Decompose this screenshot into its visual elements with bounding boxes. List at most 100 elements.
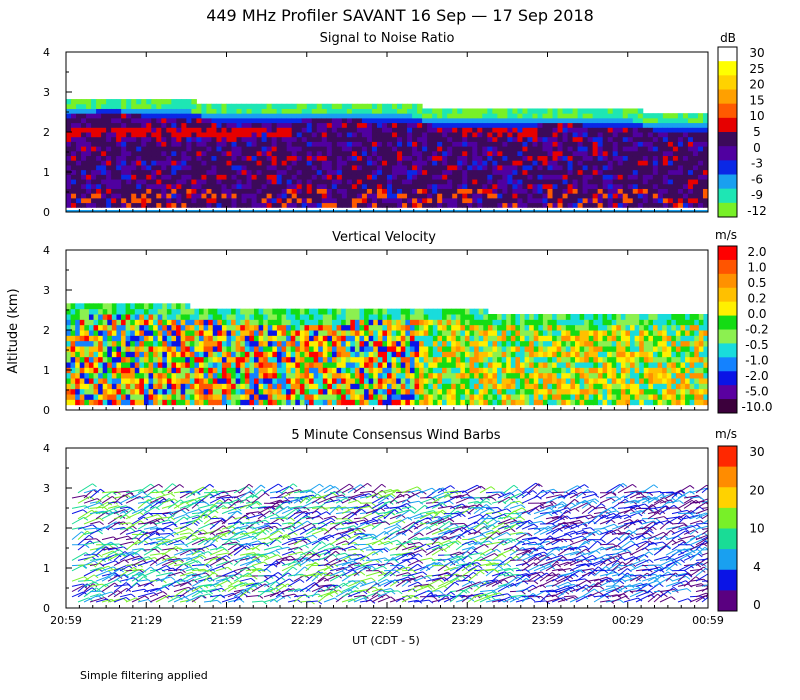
colorbar-swatch [718,132,737,147]
colorbar-label: -1.0 [745,354,768,368]
colorbar-swatch [718,315,737,330]
colorbar-label: -0.2 [745,323,768,337]
colorbar-label: 0.5 [747,276,766,290]
colorbar-label: 10 [749,109,764,123]
y-tick-label: 3 [43,86,50,99]
y-axis-label: Altitude (km) [6,288,21,373]
x-tick-label: 21:29 [130,614,162,627]
y-tick-label: 2 [43,522,50,535]
colorbar-label: 10 [749,522,764,536]
colorbar-swatch [718,466,737,488]
colorbar-swatch [718,89,737,105]
colorbar-label: 4 [753,560,761,574]
colorbar-label: -3 [751,157,763,171]
colorbar-swatch [718,259,737,275]
colorbar-swatch [718,287,737,303]
x-tick-label: 00:29 [612,614,644,627]
colorbar-swatch [718,329,737,344]
wind-colorbar: 30 20 10 4 0 [717,445,765,612]
colorbar-label: 20 [749,483,764,497]
wind-barb-field [71,482,708,605]
colorbar-label: 0 [753,141,761,155]
y-tick-label: 4 [43,244,50,257]
vv-field [66,303,708,406]
colorbar-swatch [718,174,737,190]
snr-panel-title: Signal to Noise Ratio [320,31,455,46]
wind-x-axis: 20:59 21:29 21:59 22:29 22:59 23:29 23:59 00:29… [50,448,724,627]
wind-panel-title: 5 Minute Consensus Wind Barbs [291,428,500,443]
footnote: Simple filtering applied [80,669,208,682]
y-tick-label: 2 [43,324,50,337]
colorbar-swatch [718,590,737,612]
y-tick-label: 2 [43,126,50,139]
x-tick-label: 21:59 [211,614,243,627]
colorbar-swatch [718,569,737,591]
wind-y-axis: 0 1 2 3 4 [43,442,72,615]
colorbar-swatch [718,399,737,414]
x-axis-label: UT (CDT - 5) [352,634,420,647]
figure-title: 449 MHz Profiler SAVANT 16 Sep — 17 Sep … [206,6,594,25]
colorbar-swatch [718,103,737,119]
x-tick-label: 23:29 [451,614,483,627]
x-tick-label: 23:59 [532,614,564,627]
vv-y-axis: 0 1 2 3 4 [43,244,72,417]
colorbar-label: -6 [751,172,763,186]
colorbar-swatch [718,371,737,386]
colorbar-swatch [718,246,737,261]
y-tick-label: 3 [43,482,50,495]
colorbar-swatch [718,146,737,161]
colorbar-label: -10.0 [741,400,772,414]
colorbar-label: 1.0 [747,261,766,275]
colorbar-swatch [718,117,737,133]
colorbar-label: 2.0 [747,245,766,259]
colorbar-swatch [718,160,737,175]
colorbar-label: -9 [751,188,763,202]
colorbar-swatch [718,446,737,468]
y-tick-label: 0 [43,206,50,219]
snr-x-ticks [65,52,709,212]
colorbar-label: 25 [749,62,764,76]
colorbar-label: 30 [749,46,764,60]
snr-unit-label: dB [720,31,736,45]
y-tick-label: 4 [43,442,50,455]
colorbar-label: 5 [753,125,761,139]
x-tick-label: 22:29 [291,614,323,627]
colorbar-swatch [718,549,737,571]
colorbar-swatch [718,528,737,550]
vv-x-ticks [65,250,709,410]
vv-panel-title: Vertical Velocity [332,230,436,245]
y-tick-label: 1 [43,364,50,377]
colorbar-swatch [718,61,737,76]
colorbar-swatch [718,273,737,289]
colorbar-label: 0.2 [747,292,766,306]
colorbar-label: -0.5 [745,338,768,352]
colorbar-swatch [718,343,737,358]
colorbar-label: -5.0 [745,385,768,399]
colorbar-swatch [718,507,737,529]
colorbar-swatch [718,75,737,90]
snr-y-axis: 0 1 2 3 4 [43,46,72,219]
colorbar-swatch [718,202,737,218]
x-tick-label: 20:59 [50,614,82,627]
colorbar-swatch [718,357,737,372]
y-tick-label: 4 [43,46,50,59]
vv-unit-label: m/s [715,228,737,242]
colorbar-label: 0 [753,598,761,612]
y-tick-label: 0 [43,404,50,417]
wind-unit-label: m/s [715,427,737,441]
wind-barbs-panel: 5 Minute Consensus Wind Barbs 0 1 2 3 4 20:5… [43,427,765,627]
y-tick-label: 1 [43,562,50,575]
colorbar-swatch [718,301,737,317]
colorbar-swatch [718,487,737,509]
y-tick-label: 3 [43,284,50,297]
colorbar-label: 20 [749,78,764,92]
snr-field [66,99,708,212]
y-tick-label: 0 [43,602,50,615]
colorbar-label: 15 [749,93,764,107]
colorbar-label: -12 [747,204,767,218]
colorbar-label: 0.0 [747,307,766,321]
vertical-velocity-panel: Vertical Velocity 0 1 2 3 4 m/s 2.0 1.00.5 0.2… [43,228,773,417]
